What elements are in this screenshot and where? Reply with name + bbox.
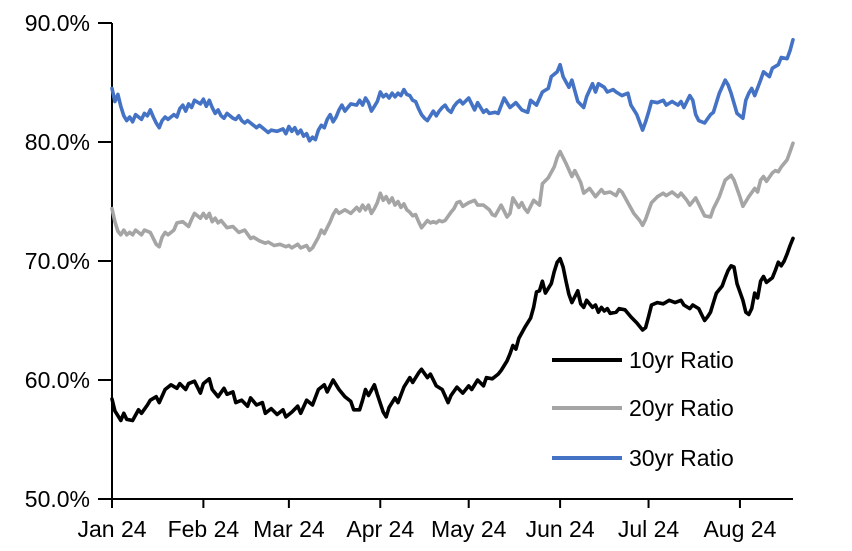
x-axis-tick-label: Feb 24 [168,516,240,542]
x-axis-tick-label: May 24 [431,516,507,542]
legend-label-10yr-ratio: 10yr Ratio [629,347,734,373]
legend-label-30yr-ratio: 30yr Ratio [629,445,734,471]
x-axis-tick-label: Jan 24 [77,516,146,542]
y-axis-tick-label: 70.0% [25,248,90,274]
axis-lines [111,23,793,500]
x-axis-tick-label: Jul 24 [618,516,680,542]
x-axis-tick-label: Jun 24 [526,516,595,542]
series-line-20yr-ratio [110,141,795,253]
x-axis-tick-label: Aug 24 [703,516,776,542]
legend-label-20yr-ratio: 20yr Ratio [629,395,734,421]
x-axis-tick-label: Apr 24 [346,516,414,542]
series-line-30yr-ratio [110,37,795,143]
y-axis-tick-label: 50.0% [25,486,90,512]
y-axis-tick-label: 60.0% [25,367,90,393]
x-axis-tick-label: Mar 24 [253,516,325,542]
y-axis-tick-label: 90.0% [25,10,90,36]
y-axis-tick-label: 80.0% [25,129,90,155]
series-line-10yr-ratio [110,236,795,423]
